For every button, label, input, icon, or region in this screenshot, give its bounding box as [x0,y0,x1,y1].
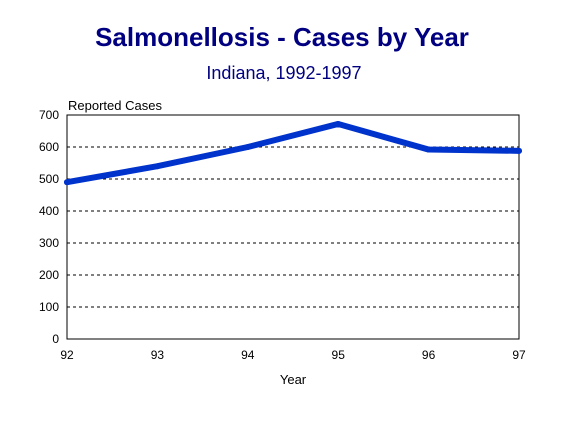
y-tick-label: 200 [39,268,59,282]
x-tick-label: 93 [151,348,165,362]
y-tick-label: 500 [39,172,59,186]
y-ticks: 0 100 200 300 400 500 600 700 [39,108,59,346]
x-ticks: 92 93 94 95 96 97 [60,348,526,362]
data-point [154,163,161,170]
y-tick-label: 300 [39,236,59,250]
data-point [64,179,70,186]
data-point [335,120,342,127]
chart-title: Salmonellosis - Cases by Year [95,22,469,52]
data-point [244,144,251,150]
y-tick-label: 700 [39,108,59,122]
x-tick-label: 97 [512,348,526,362]
x-axis-label: Year [280,372,307,387]
plot-frame [66,114,520,340]
y-tick-label: 100 [39,300,59,314]
data-point [425,146,432,153]
series-group [64,120,522,186]
series-line [64,120,522,186]
y-tick-label: 400 [39,204,59,218]
y-tick-label: 600 [39,140,59,154]
y-tick-label: 0 [52,332,59,346]
data-point [516,147,522,154]
x-tick-label: 96 [422,348,436,362]
chart-subtitle: Indiana, 1992-1997 [206,63,361,83]
x-tick-label: 95 [332,348,346,362]
x-tick-label: 92 [60,348,74,362]
x-tick-label: 94 [241,348,255,362]
y-axis-label: Reported Cases [68,98,162,113]
